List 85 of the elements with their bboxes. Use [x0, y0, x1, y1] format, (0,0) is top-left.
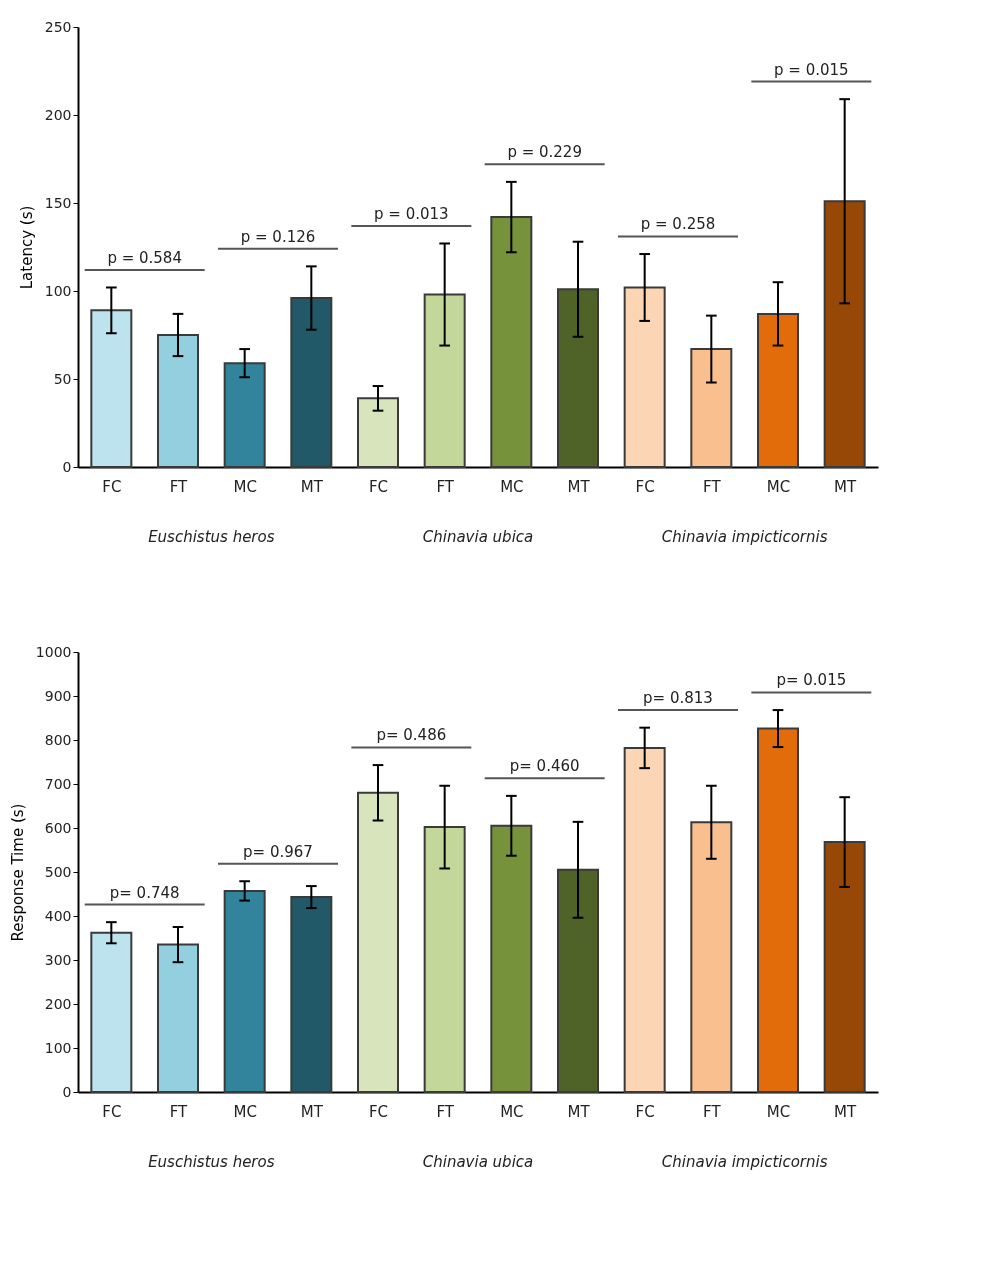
- y-tick-label: 100: [44, 1039, 72, 1056]
- bar: [757, 727, 799, 1093]
- y-tick-label: 400: [44, 907, 72, 924]
- bar: [290, 297, 333, 468]
- text: Chinavia ubica: [422, 1153, 534, 1171]
- bar: [623, 286, 666, 468]
- y-tick-label: 700: [44, 775, 72, 792]
- x-tick-label: FT: [169, 477, 189, 496]
- annotation: p = 0.584: [107, 248, 182, 267]
- x-tick-label: FC: [102, 1102, 122, 1121]
- x-tick-label: MT: [567, 1102, 591, 1121]
- bar: [90, 309, 133, 468]
- annotation: p = 0.015: [774, 60, 849, 79]
- text: Chinavia ubica: [422, 528, 534, 546]
- x-tick-label: FC: [635, 477, 655, 496]
- x-tick-label: MC: [766, 477, 791, 496]
- y-tick-label: 0: [62, 1083, 72, 1100]
- x-tick-label: FC: [102, 477, 122, 496]
- y-tick-label: 150: [44, 194, 72, 211]
- x-tick-label: MC: [766, 1102, 791, 1121]
- x-tick-label: MT: [300, 1102, 324, 1121]
- x-tick-label: MT: [834, 1102, 858, 1121]
- annotation: p= 0.015: [776, 671, 847, 690]
- bar: [690, 348, 733, 468]
- annotation: p = 0.258: [640, 215, 716, 234]
- bar: [623, 746, 666, 1093]
- bar: [823, 200, 866, 468]
- y-tick-label: 500: [44, 863, 72, 880]
- x-tick-label: MC: [500, 477, 524, 496]
- bar: [157, 943, 199, 1093]
- y-axis-title: Response Time (s): [8, 803, 27, 942]
- x-tick-label: MC: [233, 477, 257, 496]
- annotation: p= 0.813: [643, 689, 713, 708]
- y-axis-title: Latency (s): [17, 205, 36, 290]
- y-tick-label: 250: [44, 18, 72, 35]
- y-tick-label: 900: [44, 687, 72, 704]
- y-tick-label: 0: [62, 458, 72, 475]
- text: Chinavia impicticornis: [661, 528, 828, 546]
- annotation: p= 0.486: [376, 726, 447, 745]
- bar: [423, 826, 466, 1093]
- text: Euschistus heros: [148, 528, 275, 546]
- annotation: p= 0.460: [509, 757, 580, 776]
- bar: [757, 312, 799, 468]
- bar: [157, 334, 199, 468]
- bar: [223, 889, 266, 1093]
- x-tick-label: MC: [500, 1102, 524, 1121]
- bar: [823, 841, 866, 1093]
- annotation: p= 0.748: [109, 883, 180, 902]
- x-tick-label: FT: [703, 477, 722, 496]
- bar: [490, 824, 533, 1093]
- y-tick-label: 100: [44, 282, 72, 299]
- bar: [357, 791, 399, 1093]
- y-tick-label: 600: [44, 819, 72, 836]
- x-tick-label: FT: [703, 1102, 722, 1121]
- x-tick-label: FC: [368, 1102, 389, 1121]
- annotation: p= 0.967: [243, 842, 313, 861]
- x-tick-label: FC: [368, 477, 389, 496]
- y-tick-label: 200: [44, 995, 72, 1012]
- bar: [357, 397, 399, 468]
- x-tick-label: MT: [567, 477, 591, 496]
- annotation: p = 0.126: [240, 227, 316, 246]
- bar: [490, 216, 533, 468]
- x-tick-label: FC: [635, 1102, 655, 1121]
- y-tick-label: 50: [53, 370, 72, 387]
- x-tick-label: MT: [300, 477, 324, 496]
- x-tick-label: FT: [436, 477, 455, 496]
- bar: [423, 293, 466, 468]
- annotation: p = 0.013: [374, 204, 449, 223]
- bar: [90, 931, 133, 1093]
- text: Chinavia impicticornis: [661, 1153, 828, 1171]
- y-tick-label: 300: [44, 951, 72, 968]
- bar: [290, 896, 333, 1093]
- bar: [557, 288, 599, 468]
- x-tick-label: FT: [436, 1102, 455, 1121]
- x-tick-label: FT: [169, 1102, 189, 1121]
- annotation: p = 0.229: [507, 143, 582, 162]
- y-tick-label: 1000: [35, 643, 72, 660]
- x-tick-label: MC: [233, 1102, 257, 1121]
- y-tick-label: 800: [44, 731, 72, 748]
- bar: [557, 868, 599, 1093]
- x-tick-label: MT: [834, 477, 858, 496]
- bar: [223, 362, 266, 468]
- text: Euschistus heros: [148, 1153, 275, 1171]
- bar: [690, 821, 733, 1093]
- y-tick-label: 200: [44, 106, 72, 123]
